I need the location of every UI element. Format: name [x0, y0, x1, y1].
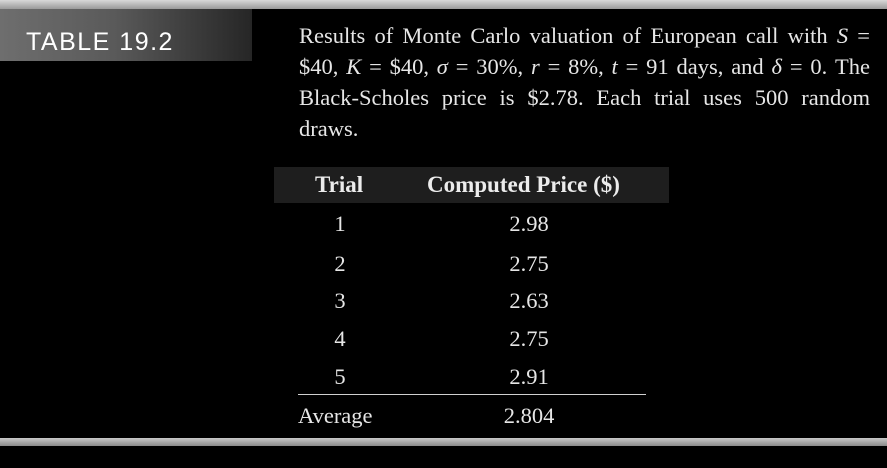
trial-cell: 1 [334, 211, 346, 236]
caption-t-value: = 91 days, and [617, 54, 772, 79]
table-row: 3 2.63 [274, 282, 669, 320]
column-header-trial: Trial [315, 172, 364, 197]
table-label-banner: TABLE 19.2 [0, 9, 252, 61]
column-header-price: Computed Price ($) [427, 172, 620, 197]
table-row: 4 2.75 [274, 320, 669, 358]
price-cell: 2.63 [509, 288, 549, 313]
top-rule [0, 0, 887, 9]
average-value: 2.804 [503, 403, 555, 428]
caption-var-k: K [346, 54, 362, 79]
trial-cell: 3 [334, 288, 346, 313]
bottom-rule [0, 438, 887, 446]
table-row: 1 2.98 [274, 205, 669, 243]
caption-var-r: r [530, 54, 540, 79]
caption-k-value: = $40, [361, 54, 437, 79]
average-row: Average 2.804 [298, 398, 646, 434]
price-cell: 2.75 [509, 251, 549, 276]
trial-cell: 5 [334, 364, 346, 389]
caption-r-value: = 8%, [539, 54, 612, 79]
caption-var-sigma: σ [436, 54, 448, 79]
caption-s-value: = $40, [299, 23, 870, 79]
trial-cell: 2 [334, 251, 346, 276]
caption-intro: Results of Monte Carlo valuation of Euro… [299, 23, 837, 48]
caption-var-s: S [836, 23, 849, 48]
trial-cell: 4 [334, 326, 346, 351]
caption-delta-value: = 0. The Black-Scholes price is $2.78. E… [299, 54, 871, 141]
price-cell: 2.91 [509, 364, 549, 389]
table-row: 5 2.91 [274, 358, 669, 396]
caption-sigma-value: = 30%, [447, 54, 531, 79]
table-row: 2 2.75 [274, 245, 669, 283]
table-label: TABLE 19.2 [26, 28, 174, 56]
caption-var-t: t [611, 54, 618, 79]
table-header-row: Trial Computed Price ($) [274, 167, 669, 203]
average-label: Average [298, 403, 373, 428]
price-cell: 2.75 [509, 326, 549, 351]
caption-var-delta: δ [771, 54, 782, 79]
price-cell: 2.98 [509, 211, 549, 236]
summary-divider [298, 394, 646, 395]
table-caption: Results of Monte Carlo valuation of Euro… [299, 20, 870, 144]
